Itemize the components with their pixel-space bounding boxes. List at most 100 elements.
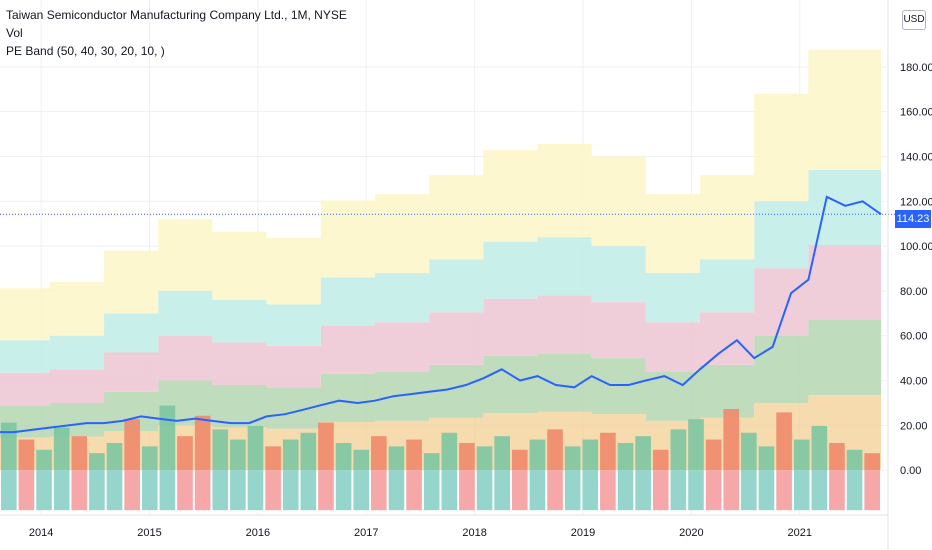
volume-bar-lower bbox=[547, 470, 563, 511]
volume-bar bbox=[141, 446, 158, 471]
volume-bar bbox=[194, 415, 211, 471]
volume-bar-lower bbox=[159, 470, 176, 511]
volume-bar bbox=[71, 436, 88, 471]
volume-bar-lower bbox=[1, 470, 17, 511]
y-tick-label: 100.00 bbox=[900, 241, 932, 253]
volume-bar-lower bbox=[335, 470, 352, 511]
volume-bar bbox=[564, 446, 581, 471]
volume-bar bbox=[124, 419, 140, 471]
volume-bar bbox=[282, 439, 299, 471]
y-tick-label: 120.00 bbox=[900, 196, 932, 208]
x-tick-label: 2019 bbox=[571, 527, 595, 539]
volume-bar bbox=[829, 442, 845, 471]
volume-bar-lower bbox=[106, 470, 123, 511]
volume-bar-lower bbox=[230, 470, 246, 511]
volume-bar-lower bbox=[459, 470, 475, 511]
volume-bar-lower bbox=[18, 470, 35, 511]
y-tick-label: 0.00 bbox=[900, 465, 921, 477]
volume-bar bbox=[582, 439, 599, 471]
volume-bar-lower bbox=[582, 470, 599, 511]
volume-bar bbox=[106, 442, 123, 471]
volume-bar bbox=[529, 439, 546, 471]
volume-bar bbox=[864, 453, 880, 471]
x-tick-label: 2014 bbox=[29, 527, 53, 539]
volume-bar bbox=[741, 432, 757, 471]
x-tick-label: 2020 bbox=[679, 527, 703, 539]
volume-bar-lower bbox=[829, 470, 845, 511]
volume-bar bbox=[617, 442, 634, 471]
volume-bar bbox=[300, 432, 317, 471]
volume-bar-lower bbox=[776, 470, 792, 511]
volume-bar bbox=[723, 408, 740, 471]
band-50x-plus bbox=[0, 0, 881, 341]
volume-bar-lower bbox=[212, 470, 229, 511]
x-tick-label: 2016 bbox=[246, 527, 270, 539]
last-price-label: 114.23 bbox=[895, 210, 931, 228]
volume-bar bbox=[265, 446, 281, 471]
volume-bar-lower bbox=[141, 470, 158, 511]
volume-bar bbox=[230, 439, 246, 471]
volume-bar-lower bbox=[793, 470, 810, 511]
band-40x-50x bbox=[0, 134, 881, 373]
currency-button[interactable]: USD bbox=[902, 10, 926, 30]
volume-bar-lower bbox=[688, 470, 704, 511]
volume-bar bbox=[635, 436, 651, 471]
volume-bar bbox=[547, 429, 563, 471]
volume-bar bbox=[511, 449, 528, 471]
volume-bar bbox=[18, 439, 35, 471]
volume-bar-lower bbox=[494, 470, 510, 511]
legend-vol: Vol bbox=[6, 26, 23, 40]
band-30x-40x bbox=[0, 218, 881, 406]
y-tick-label: 80.00 bbox=[900, 286, 928, 298]
volume-bar-lower bbox=[864, 470, 880, 511]
volume-bar-lower bbox=[318, 470, 334, 511]
volume-bar-lower bbox=[705, 470, 722, 511]
volume-bar bbox=[705, 439, 722, 471]
volume-bar-lower bbox=[353, 470, 370, 511]
volume-bar-lower bbox=[423, 470, 440, 511]
volume-bar bbox=[758, 446, 775, 471]
volume-bar bbox=[476, 446, 493, 471]
volume-bar bbox=[318, 422, 334, 471]
volume-bar bbox=[811, 425, 828, 471]
volume-bar-lower bbox=[811, 470, 828, 511]
volume-bar bbox=[177, 436, 193, 471]
price-line bbox=[0, 195, 882, 434]
volume-bar bbox=[459, 442, 475, 471]
y-tick-label: 140.00 bbox=[900, 151, 932, 163]
volume-bar bbox=[600, 432, 616, 471]
chart-legend: Taiwan Semiconductor Manufacturing Compa… bbox=[6, 6, 347, 60]
x-tick-label: 2017 bbox=[354, 527, 378, 539]
volume-bar bbox=[406, 439, 422, 471]
volume-bar-lower bbox=[635, 470, 651, 511]
volume-bar-lower bbox=[194, 470, 211, 511]
volume-bar bbox=[793, 439, 810, 471]
volume-bar-lower bbox=[723, 470, 740, 511]
volume-bar bbox=[371, 436, 387, 471]
volume-bar-lower bbox=[670, 470, 687, 511]
volume-bar bbox=[36, 449, 52, 471]
volume-bar-lower bbox=[71, 470, 88, 511]
volume-bar-lower bbox=[300, 470, 317, 511]
volume-bar bbox=[159, 405, 176, 471]
volume-bar bbox=[423, 453, 440, 471]
volume-bar bbox=[53, 427, 70, 471]
volume-bar bbox=[335, 442, 352, 471]
volume-bar-lower bbox=[652, 470, 669, 511]
x-tick-label: 2015 bbox=[137, 527, 161, 539]
volume-bar bbox=[494, 436, 510, 471]
x-tick-label: 2021 bbox=[787, 527, 811, 539]
band-20x-30x bbox=[0, 302, 881, 438]
volume-bar bbox=[652, 449, 669, 471]
volume-bar bbox=[441, 432, 458, 471]
volume-bar-lower bbox=[265, 470, 281, 511]
volume-bar-lower bbox=[564, 470, 581, 511]
volume-bar-lower bbox=[247, 470, 264, 511]
x-tick-label: 2018 bbox=[462, 527, 486, 539]
volume-bar bbox=[353, 449, 370, 471]
y-tick-label: 180.00 bbox=[900, 62, 932, 74]
volume-bar-lower bbox=[124, 470, 140, 511]
volume-bar-lower bbox=[741, 470, 757, 511]
volume-bar-lower bbox=[476, 470, 493, 511]
